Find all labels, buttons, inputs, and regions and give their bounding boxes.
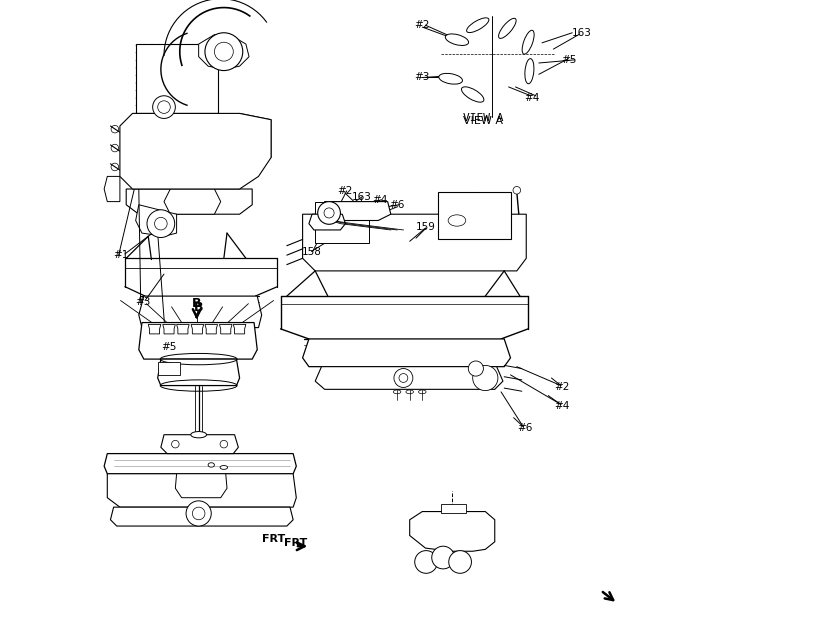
Ellipse shape bbox=[438, 73, 463, 84]
Polygon shape bbox=[191, 324, 204, 334]
Text: #2: #2 bbox=[414, 20, 429, 30]
Text: 2: 2 bbox=[440, 553, 446, 562]
Polygon shape bbox=[139, 323, 257, 359]
Circle shape bbox=[473, 365, 498, 391]
Circle shape bbox=[205, 33, 243, 71]
Polygon shape bbox=[233, 324, 246, 334]
Text: 163: 163 bbox=[572, 28, 592, 38]
Text: #4: #4 bbox=[524, 93, 540, 103]
Text: FRT: FRT bbox=[284, 538, 307, 548]
Polygon shape bbox=[303, 214, 527, 271]
Text: 3: 3 bbox=[423, 558, 428, 566]
Circle shape bbox=[147, 210, 175, 238]
Text: VIEW A: VIEW A bbox=[463, 116, 503, 126]
Polygon shape bbox=[104, 454, 296, 474]
Polygon shape bbox=[164, 189, 220, 214]
Polygon shape bbox=[120, 113, 271, 189]
Polygon shape bbox=[303, 339, 511, 367]
Text: 159: 159 bbox=[416, 222, 436, 232]
Text: #3: #3 bbox=[414, 72, 429, 82]
Text: VIEW A: VIEW A bbox=[463, 113, 503, 123]
Circle shape bbox=[152, 96, 176, 118]
Polygon shape bbox=[409, 512, 495, 551]
Ellipse shape bbox=[445, 34, 468, 45]
Polygon shape bbox=[199, 35, 249, 69]
Text: #5: #5 bbox=[161, 341, 176, 352]
Circle shape bbox=[186, 501, 211, 526]
Polygon shape bbox=[111, 507, 293, 526]
Ellipse shape bbox=[498, 18, 516, 38]
Polygon shape bbox=[139, 296, 261, 328]
Circle shape bbox=[394, 369, 413, 387]
Polygon shape bbox=[309, 214, 345, 230]
Ellipse shape bbox=[467, 18, 489, 33]
Circle shape bbox=[448, 551, 472, 573]
Ellipse shape bbox=[208, 462, 215, 467]
Polygon shape bbox=[104, 176, 120, 202]
Polygon shape bbox=[148, 328, 255, 347]
Bar bbox=[315, 202, 369, 243]
Text: #3: #3 bbox=[136, 297, 151, 307]
Polygon shape bbox=[176, 324, 189, 334]
Bar bbox=[441, 504, 467, 513]
Text: 163: 163 bbox=[352, 192, 372, 202]
Text: 158: 158 bbox=[302, 247, 322, 257]
Text: #6: #6 bbox=[517, 423, 532, 433]
Text: 1: 1 bbox=[458, 558, 463, 566]
Polygon shape bbox=[176, 474, 227, 498]
Polygon shape bbox=[107, 474, 296, 507]
Ellipse shape bbox=[220, 466, 228, 469]
Polygon shape bbox=[240, 113, 271, 164]
Bar bbox=[136, 44, 217, 113]
Polygon shape bbox=[126, 189, 252, 214]
Text: #4: #4 bbox=[372, 195, 387, 205]
Text: B: B bbox=[192, 297, 201, 311]
Circle shape bbox=[468, 361, 483, 376]
Polygon shape bbox=[161, 435, 238, 454]
Polygon shape bbox=[321, 202, 391, 220]
Text: #4: #4 bbox=[555, 401, 570, 411]
Circle shape bbox=[414, 551, 438, 573]
Bar bbox=[158, 362, 180, 375]
Ellipse shape bbox=[462, 87, 484, 102]
Text: #5: #5 bbox=[561, 55, 577, 65]
Text: #2: #2 bbox=[337, 186, 353, 196]
Polygon shape bbox=[163, 324, 176, 334]
Ellipse shape bbox=[191, 432, 206, 438]
Circle shape bbox=[513, 186, 521, 194]
Polygon shape bbox=[148, 324, 161, 334]
Polygon shape bbox=[136, 205, 176, 236]
Text: #2: #2 bbox=[555, 382, 570, 392]
Text: FRT: FRT bbox=[262, 534, 285, 544]
Ellipse shape bbox=[522, 30, 534, 54]
Text: #1: #1 bbox=[114, 250, 129, 260]
Circle shape bbox=[318, 202, 340, 224]
Polygon shape bbox=[220, 324, 232, 334]
Bar bbox=[438, 192, 511, 239]
Polygon shape bbox=[205, 324, 217, 334]
Text: #6: #6 bbox=[389, 200, 405, 210]
Polygon shape bbox=[158, 359, 240, 386]
Circle shape bbox=[432, 546, 454, 569]
Text: B: B bbox=[194, 301, 204, 314]
Polygon shape bbox=[315, 367, 503, 389]
Ellipse shape bbox=[525, 59, 534, 84]
